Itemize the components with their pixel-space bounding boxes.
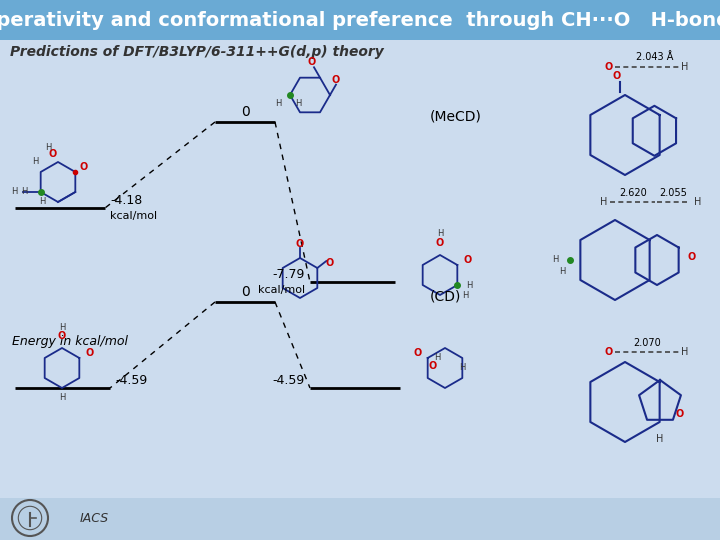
Text: O: O <box>463 255 472 265</box>
Text: H: H <box>552 255 558 265</box>
Text: H: H <box>59 394 66 402</box>
Text: 2.043 Å: 2.043 Å <box>636 52 674 62</box>
Text: O: O <box>49 149 57 159</box>
Text: H: H <box>466 280 472 289</box>
Bar <box>0 0 720 40</box>
Text: kcal/mol: kcal/mol <box>258 285 305 295</box>
Text: O: O <box>85 348 94 358</box>
Text: -7.79: -7.79 <box>273 267 305 280</box>
Text: H: H <box>294 98 301 107</box>
Text: O: O <box>296 239 304 249</box>
Text: H: H <box>657 434 664 444</box>
Text: O: O <box>676 409 684 419</box>
Text: H: H <box>437 228 444 238</box>
Text: Cooperativity and conformational preference  through CH···O   H-bonding: Cooperativity and conformational prefere… <box>0 10 720 30</box>
Text: O: O <box>428 361 437 371</box>
Text: H: H <box>681 347 689 357</box>
Text: H: H <box>59 322 66 332</box>
Text: O: O <box>308 57 316 68</box>
Text: H: H <box>275 98 282 107</box>
Text: H: H <box>45 144 51 152</box>
Text: O: O <box>436 238 444 248</box>
Text: H: H <box>694 197 702 207</box>
Text: kcal/mol: kcal/mol <box>110 211 157 221</box>
Text: -4.18: -4.18 <box>110 193 143 206</box>
Text: O: O <box>613 71 621 81</box>
Text: H: H <box>22 187 28 197</box>
Text: O: O <box>325 258 333 268</box>
Text: O: O <box>332 75 340 85</box>
Text: O: O <box>79 162 87 172</box>
Text: H: H <box>462 291 469 300</box>
Text: 2.620: 2.620 <box>619 188 647 198</box>
Text: 0: 0 <box>240 285 249 299</box>
Text: (MeCD): (MeCD) <box>430 110 482 124</box>
Text: H: H <box>600 197 608 207</box>
Text: 2.070: 2.070 <box>633 338 661 348</box>
Text: H: H <box>459 363 466 373</box>
Bar <box>0 498 720 540</box>
Text: O: O <box>605 347 613 357</box>
Text: O: O <box>688 252 696 262</box>
Text: H: H <box>681 62 689 72</box>
Text: O: O <box>605 62 613 72</box>
Text: Energy in kcal/mol: Energy in kcal/mol <box>12 335 128 348</box>
Text: 0: 0 <box>240 105 249 119</box>
Text: H: H <box>32 158 39 166</box>
Text: H: H <box>559 267 565 276</box>
Text: O: O <box>58 331 66 341</box>
Text: Predictions of DFT/B3LYP/6-311++G(d,p) theory: Predictions of DFT/B3LYP/6-311++G(d,p) t… <box>10 45 384 59</box>
Text: 2.055: 2.055 <box>659 188 687 198</box>
Text: IACS: IACS <box>80 511 109 524</box>
Text: H: H <box>40 198 46 206</box>
Text: H: H <box>434 353 441 361</box>
Text: -4.59: -4.59 <box>273 374 305 387</box>
Text: -4.59: -4.59 <box>115 374 148 387</box>
Text: (CD): (CD) <box>430 290 462 304</box>
Text: O: O <box>413 348 422 358</box>
Text: H: H <box>12 187 18 197</box>
